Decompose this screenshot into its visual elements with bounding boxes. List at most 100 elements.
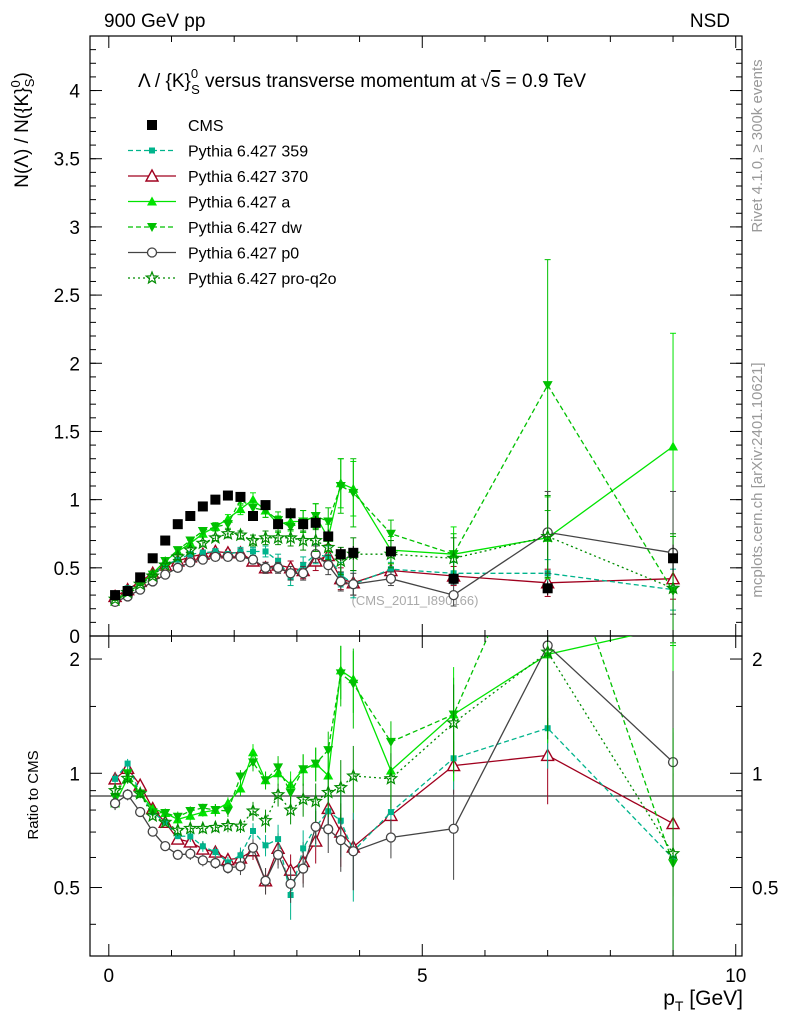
ratio-point bbox=[262, 842, 269, 849]
ratio-point bbox=[285, 878, 296, 890]
legend-label: Pythia 6.427 370 bbox=[188, 169, 308, 186]
data-point bbox=[448, 573, 459, 584]
ratio-point bbox=[260, 875, 271, 886]
legend-marker bbox=[147, 196, 157, 206]
chart-title: Λ / {K}0 S versus transverse momentum at √… bbox=[138, 66, 586, 97]
legend: CMS Pythia 6.427 359 Pythia 6.427 370 Pythi… bbox=[128, 118, 337, 288]
ratio-line-pythia-6-427-p0 bbox=[114, 644, 674, 886]
series-line-pythia-6-427-dw bbox=[114, 383, 674, 602]
legend-label: Pythia 6.427 p0 bbox=[188, 246, 299, 263]
data-point bbox=[335, 576, 346, 587]
ratio-point bbox=[145, 808, 160, 823]
data-point bbox=[250, 548, 256, 555]
x-ticks: 0 5 10 bbox=[104, 36, 746, 987]
data-point bbox=[283, 530, 298, 545]
ratio-tick-label-right-1: 1 bbox=[752, 764, 763, 785]
ratio-point bbox=[665, 846, 681, 860]
title-rest: versus transverse momentum at bbox=[200, 71, 477, 92]
title-sub: S bbox=[191, 82, 200, 97]
main-series bbox=[107, 259, 681, 647]
ratio-point bbox=[250, 827, 256, 834]
ratio-ticks: 0.5 0.5 1 1 2 2 bbox=[54, 650, 778, 925]
title-sqrt-arg: s bbox=[491, 71, 501, 92]
ratio-point bbox=[540, 644, 555, 659]
ratio-point bbox=[387, 809, 394, 816]
x-tick-label-2: 10 bbox=[725, 966, 746, 987]
ratio-point bbox=[348, 846, 359, 857]
ratio-point bbox=[346, 768, 361, 783]
data-point bbox=[160, 535, 171, 546]
legend-label: Pythia 6.427 pro-q2o bbox=[188, 271, 337, 288]
ratio-point bbox=[147, 826, 158, 837]
ratio-point bbox=[235, 861, 246, 872]
data-point bbox=[448, 589, 459, 601]
y-tick-label-0: 0 bbox=[69, 627, 80, 648]
x-axis-label: pT [GeV] bbox=[663, 987, 743, 1014]
x-label-sub: T bbox=[675, 998, 684, 1014]
data-point bbox=[300, 562, 307, 569]
data-point bbox=[262, 548, 269, 555]
legend-marker bbox=[144, 168, 160, 182]
data-point bbox=[185, 557, 196, 568]
data-point bbox=[145, 568, 160, 583]
ratio-point bbox=[335, 834, 346, 846]
ratio-point bbox=[235, 783, 246, 793]
ratio-point bbox=[172, 812, 183, 822]
legend-label: CMS bbox=[188, 118, 224, 135]
data-point bbox=[273, 519, 284, 530]
series-pythia-6-427-a bbox=[110, 332, 679, 606]
main-plot: (CMS_2011_I890166) 0 0.5 1 1.5 2 2.5 3 3.5 4 Λ /… bbox=[54, 35, 743, 648]
ratio-point bbox=[323, 746, 334, 756]
data-point bbox=[233, 527, 248, 542]
legend-item-3: Pythia 6.427 a bbox=[128, 195, 290, 212]
data-point bbox=[540, 528, 555, 543]
legend-label: Pythia 6.427 359 bbox=[188, 144, 308, 161]
ratio-point bbox=[208, 819, 223, 834]
ratio-pythia-6-427-pro-q2o bbox=[107, 636, 681, 956]
ratio-point bbox=[235, 772, 246, 782]
data-point bbox=[197, 554, 208, 565]
data-point bbox=[320, 539, 336, 554]
y-tick-label-6: 3 bbox=[69, 218, 80, 239]
data-point bbox=[187, 551, 194, 558]
data-point bbox=[668, 553, 679, 564]
data-point bbox=[323, 517, 334, 527]
y-tick-label-8: 4 bbox=[69, 82, 80, 103]
ratio-point bbox=[285, 788, 296, 798]
legend-item-5: Pythia 6.427 p0 bbox=[128, 246, 299, 263]
legend-item-6: Pythia 6.427 pro-q2o bbox=[128, 270, 337, 288]
rivet-label: Rivet 4.1.0, ≥ 300k events bbox=[749, 59, 766, 232]
ratio-series bbox=[107, 636, 681, 956]
ratio-tick-label-0: 0.5 bbox=[54, 879, 80, 900]
data-point bbox=[172, 519, 183, 530]
y-tick-label-5: 2.5 bbox=[54, 286, 80, 307]
y-axis-label: N(Λ) / N({K}0S) bbox=[8, 72, 37, 188]
y-tick-label-7: 3.5 bbox=[54, 150, 80, 171]
data-point bbox=[208, 530, 223, 545]
data-point bbox=[308, 532, 323, 547]
data-point bbox=[185, 536, 196, 546]
ratio-tick-label-right-2: 2 bbox=[752, 650, 763, 671]
data-point bbox=[385, 573, 397, 584]
legend-marker bbox=[149, 147, 155, 154]
ratio-point bbox=[348, 679, 359, 689]
data-point bbox=[335, 482, 346, 491]
title-sup: 0 bbox=[191, 66, 198, 81]
ratio-point bbox=[323, 824, 334, 835]
data-point bbox=[210, 551, 221, 563]
ratio-tick-label-1: 1 bbox=[69, 764, 80, 785]
data-point bbox=[170, 549, 186, 564]
data-point bbox=[235, 504, 246, 514]
data-point bbox=[385, 546, 396, 557]
ratio-point bbox=[233, 818, 248, 833]
series-cms bbox=[110, 490, 679, 601]
data-point bbox=[323, 531, 334, 542]
y-tick-label-3: 1.5 bbox=[54, 422, 80, 443]
data-point bbox=[210, 494, 221, 505]
ratio-point bbox=[385, 737, 396, 747]
ratio-point bbox=[212, 849, 219, 856]
ratio-point bbox=[245, 803, 261, 818]
data-point bbox=[160, 569, 171, 580]
data-point bbox=[235, 551, 246, 563]
data-point bbox=[160, 557, 171, 566]
